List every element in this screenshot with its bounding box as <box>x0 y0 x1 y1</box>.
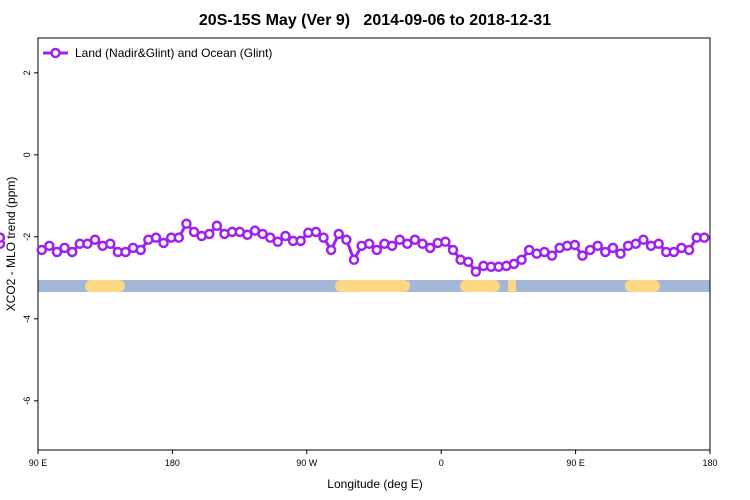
land-band <box>508 280 516 292</box>
data-point <box>584 244 596 256</box>
x-tick-label: 90 E <box>566 458 585 468</box>
data-point <box>280 230 291 242</box>
data-point <box>577 250 588 261</box>
data-point <box>600 246 611 258</box>
chart-title: 20S-15S May (Ver 9) 2014-09-06 to 2018-1… <box>199 12 551 29</box>
data-point <box>173 232 185 243</box>
data-point <box>188 226 200 238</box>
x-tick-label: 0 <box>439 458 444 468</box>
land-band <box>335 280 410 292</box>
data-point <box>683 244 695 256</box>
data-point <box>120 246 131 258</box>
data-point <box>105 238 116 250</box>
data-point <box>135 244 146 256</box>
data-point <box>386 240 398 252</box>
data-point <box>59 242 70 254</box>
data-point <box>462 256 474 268</box>
data-point <box>82 238 93 250</box>
data-point <box>371 244 383 256</box>
data-point <box>242 229 253 241</box>
data-point <box>615 248 626 259</box>
land-ocean-strip <box>38 280 710 292</box>
data-point <box>607 242 619 254</box>
y-tick-label: 0 <box>22 152 32 157</box>
x-tick-label: 180 <box>165 458 180 468</box>
legend-text: Land (Nadir&Glint) and Ocean (Glint) <box>75 46 272 60</box>
data-point <box>204 228 215 240</box>
data-point <box>66 246 78 258</box>
data-point <box>424 242 436 254</box>
land-band <box>625 280 660 292</box>
data-point <box>310 226 322 238</box>
data-point <box>341 234 352 245</box>
data-point <box>51 246 63 258</box>
data-point <box>325 244 337 256</box>
data-point <box>417 238 428 250</box>
data-point <box>653 238 664 250</box>
data-point <box>402 238 413 250</box>
land-band <box>85 280 125 292</box>
x-tick-label: 180 <box>702 458 717 468</box>
data-point <box>348 254 360 266</box>
data-point <box>295 235 306 247</box>
data-point <box>158 237 169 249</box>
data-point <box>272 236 284 247</box>
y-tick-label: -2 <box>22 233 32 241</box>
data-point <box>0 232 6 243</box>
data-point <box>89 234 101 245</box>
data-point <box>699 232 710 243</box>
data-point <box>440 236 451 247</box>
x-tick-label: 90 W <box>296 458 318 468</box>
data-point <box>409 234 421 245</box>
data-point <box>36 244 47 256</box>
data-point <box>44 240 55 252</box>
y-tick-label: -6 <box>22 397 32 405</box>
data-point <box>630 238 642 250</box>
data-point <box>470 266 482 277</box>
x-axis-label: Longitude (deg E) <box>327 477 422 491</box>
data-point <box>264 232 276 243</box>
data-point <box>668 246 680 258</box>
data-point <box>211 220 223 232</box>
land-band <box>460 280 500 292</box>
y-axis-label: XCO2 - MLO trend (ppm) <box>4 177 18 312</box>
data-point <box>181 218 192 229</box>
data-point <box>569 239 581 251</box>
x-tick-label: 90 E <box>29 458 48 468</box>
data-point <box>508 258 520 270</box>
data-point <box>363 238 375 250</box>
data-point <box>333 228 345 240</box>
y-tick-label: 2 <box>22 70 32 75</box>
data-point <box>447 244 459 256</box>
data-point <box>318 232 329 243</box>
data-point <box>592 240 603 252</box>
data-point <box>394 234 405 245</box>
data-point <box>150 232 162 243</box>
data-point <box>546 250 558 261</box>
legend-marker <box>50 47 61 59</box>
data-point <box>516 254 527 266</box>
plot-frame <box>37 37 711 451</box>
y-tick-label: -4 <box>22 315 32 323</box>
data-point <box>638 234 649 245</box>
